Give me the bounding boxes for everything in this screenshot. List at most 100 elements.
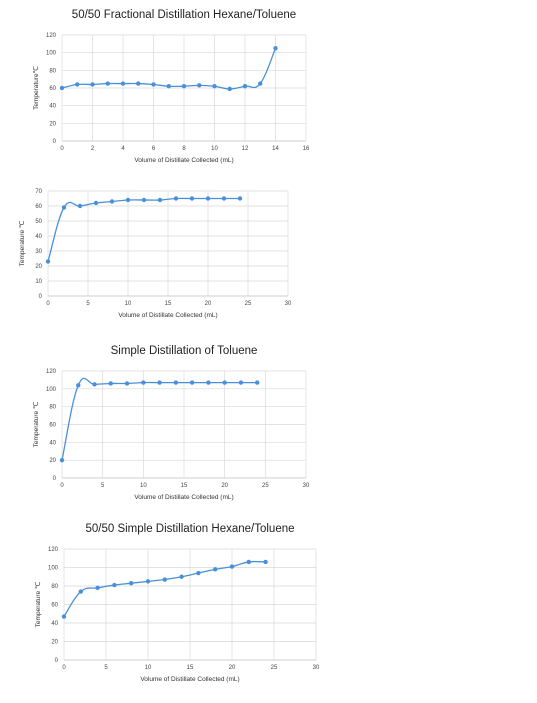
data-point (246, 559, 251, 565)
chart-3: Simple Distillation of Toluene 0 20 40 60 80 1… (32, 345, 310, 501)
data-point (157, 380, 162, 385)
x-tick-label: 25 (271, 665, 278, 671)
data-point (120, 81, 126, 86)
y-axis-label: Temperature ℃ (18, 221, 26, 267)
y-tick-label: 40 (35, 234, 42, 240)
data-point (90, 82, 95, 87)
y-tick-label: 80 (49, 68, 56, 74)
x-tick-label: 30 (285, 301, 292, 307)
y-tick-label: 70 (35, 189, 42, 195)
x-tick-label: 15 (165, 301, 172, 307)
series-line (61, 47, 277, 90)
data-point (59, 457, 65, 463)
data-point (125, 197, 131, 203)
y-tick-label: 100 (46, 51, 57, 57)
x-tick-label: 16 (303, 146, 310, 152)
x-tick-label: 4 (121, 146, 125, 152)
data-point (173, 380, 179, 385)
y-tick-label: 40 (51, 621, 58, 627)
x-tick-label: 8 (182, 146, 186, 152)
x-tick-label: 10 (140, 483, 147, 489)
x-tick-label: 0 (60, 146, 64, 152)
x-tick-label: 2 (91, 146, 95, 152)
y-tick-label: 80 (51, 584, 58, 590)
x-tick-label: 0 (60, 483, 64, 489)
chart-2: 0 10 20 30 40 50 60 70 0 5 10 15 20 25 30 Volume of Dis… (18, 189, 292, 319)
series-line (61, 377, 258, 461)
data-point (166, 84, 171, 89)
data-point (78, 589, 84, 594)
y-axis-label: Temperature ℃ (32, 402, 40, 448)
data-point (173, 196, 179, 201)
y-tick-label: 0 (39, 294, 43, 300)
y-tick-label: 40 (49, 440, 56, 446)
x-tick-label: 20 (221, 483, 228, 489)
x-tick-label: 10 (125, 301, 132, 307)
chart-4: 50/50 Simple Distillation Hexane/Toluene… (34, 523, 320, 683)
x-tick-label: 6 (152, 146, 156, 152)
series-line (47, 197, 240, 262)
x-tick-label: 25 (245, 301, 252, 307)
data-point (77, 203, 83, 209)
x-tick-label: 20 (229, 665, 236, 671)
y-tick-label: 120 (46, 369, 57, 375)
x-tick-label: 5 (101, 483, 105, 489)
y-tick-label: 10 (35, 279, 42, 285)
data-point (181, 84, 187, 89)
x-tick-label: 14 (272, 146, 279, 152)
x-tick-label: 10 (145, 665, 152, 671)
x-tick-label: 10 (211, 146, 218, 152)
y-axis-label: Temperature℃ (32, 66, 40, 110)
data-point (61, 614, 67, 619)
chart-title: Simple Distillation of Toluene (111, 345, 258, 357)
x-tick-label: 5 (104, 665, 108, 671)
x-tick-label: 0 (62, 665, 66, 671)
data-point (45, 259, 51, 264)
x-tick-label: 12 (242, 146, 249, 152)
data-point (255, 380, 260, 385)
y-tick-label: 0 (53, 476, 57, 482)
data-point (105, 81, 110, 86)
data-point (162, 577, 167, 582)
data-point (108, 381, 114, 386)
data-point (205, 196, 211, 201)
x-tick-label: 15 (181, 483, 188, 489)
data-point (213, 567, 218, 572)
data-point (92, 382, 97, 387)
data-point (197, 83, 202, 88)
data-point (141, 380, 146, 385)
chart-1: 50/50 Fractional Distillation Hexane/Tol… (32, 9, 310, 164)
y-tick-label: 60 (35, 204, 42, 210)
x-axis-label: Volume of Distillate Collected (mL) (118, 312, 217, 319)
data-point (59, 85, 65, 91)
x-tick-label: 5 (86, 301, 90, 307)
x-axis-label: Volume of Distillate Collected (mL) (140, 676, 239, 683)
y-axis-label: Temperature ℃ (34, 582, 42, 628)
y-tick-label: 120 (46, 33, 57, 39)
x-tick-label: 25 (262, 483, 269, 489)
data-point (61, 205, 67, 210)
data-point (237, 196, 243, 201)
data-point (136, 81, 141, 86)
data-point (179, 574, 184, 579)
data-point (93, 200, 99, 206)
data-point (145, 579, 151, 584)
x-tick-label: 15 (187, 665, 194, 671)
x-axis-label: Volume of Distillate Collected (mL) (134, 157, 233, 164)
y-tick-label: 0 (55, 658, 59, 664)
data-point (229, 564, 235, 569)
data-point (157, 197, 163, 203)
data-point (112, 582, 117, 588)
data-point (124, 381, 130, 386)
data-point (196, 570, 201, 576)
y-tick-label: 60 (49, 86, 56, 92)
data-point (75, 82, 80, 87)
x-axis-label: Volume of Distillate Collected (mL) (134, 494, 233, 501)
x-tick-label: 30 (313, 665, 320, 671)
y-tick-label: 20 (49, 121, 56, 127)
x-tick-label: 30 (303, 483, 310, 489)
data-point (273, 46, 278, 51)
data-point (263, 559, 268, 565)
data-point (221, 196, 227, 201)
data-point (212, 84, 217, 89)
